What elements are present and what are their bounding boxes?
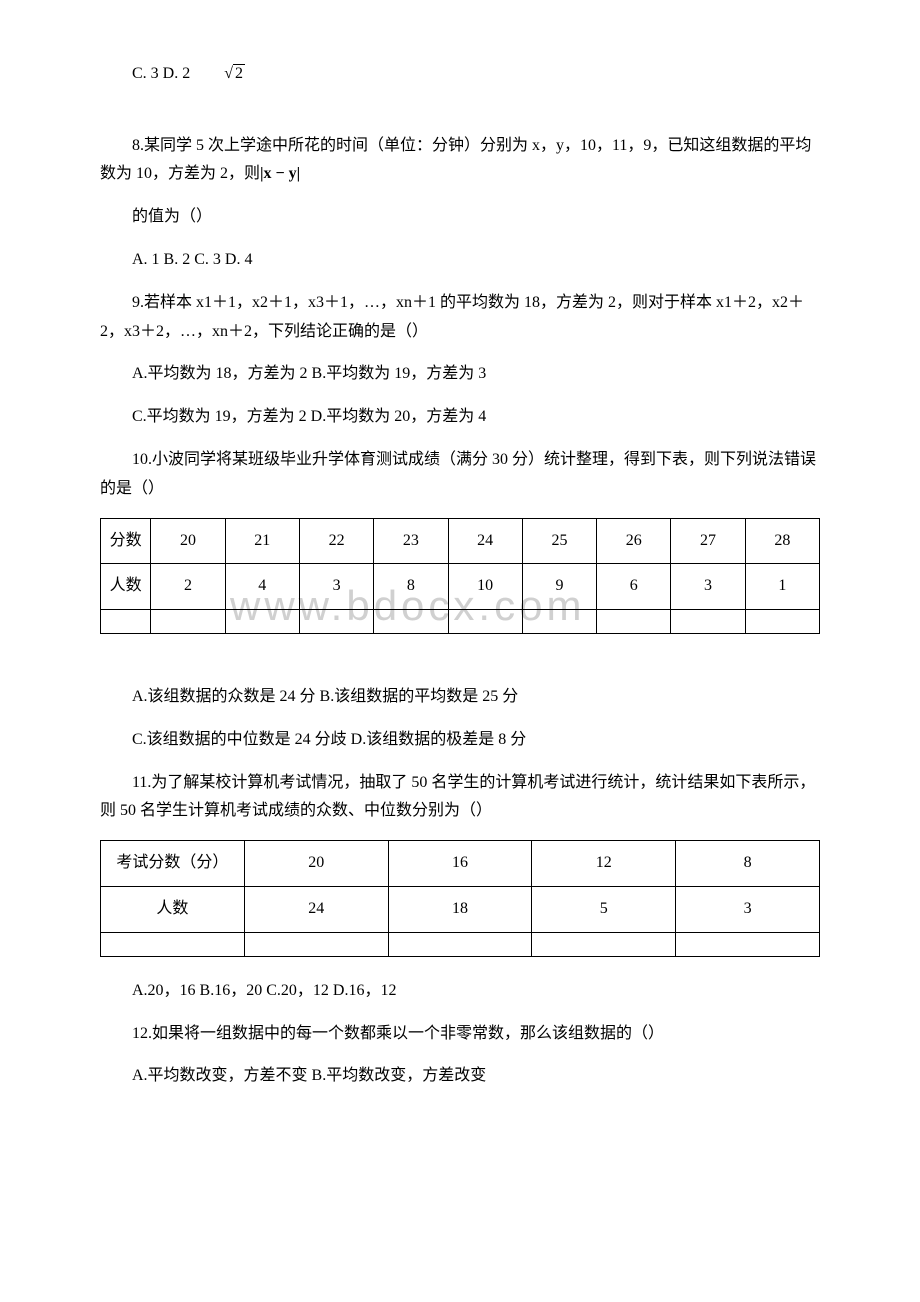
cell: 9 bbox=[522, 564, 596, 610]
q7-options-cd: C. 3 D. 2 2 bbox=[100, 60, 820, 89]
cell: 12 bbox=[532, 841, 676, 887]
cell: 23 bbox=[374, 518, 448, 564]
sqrt-expr: 2 bbox=[190, 60, 245, 89]
q11-text: 11.为了解某校计算机考试情况，抽取了 50 名学生的计算机考试进行统计，统计结… bbox=[100, 769, 820, 827]
q10-text: 10.小波同学将某班级毕业升学体育测试成绩（满分 30 分）统计整理，得到下表，… bbox=[100, 446, 820, 504]
cell: 3 bbox=[676, 886, 820, 932]
cell: 22 bbox=[299, 518, 373, 564]
cell: 20 bbox=[151, 518, 225, 564]
table-row: 考试分数（分） 20 16 12 8 bbox=[101, 841, 820, 887]
cell: 10 bbox=[448, 564, 522, 610]
q12-opt-ab: A.平均数改变，方差不变 B.平均数改变，方差改变 bbox=[100, 1062, 820, 1091]
table-row: 人数 2 4 3 8 10 9 6 3 1 bbox=[101, 564, 820, 610]
cell: 27 bbox=[671, 518, 745, 564]
cell: 16 bbox=[388, 841, 532, 887]
q10-opt-ab: A.该组数据的众数是 24 分 B.该组数据的平均数是 25 分 bbox=[100, 683, 820, 712]
table-row-empty bbox=[101, 610, 820, 634]
table-row: 人数 24 18 5 3 bbox=[101, 886, 820, 932]
cell: 4 bbox=[225, 564, 299, 610]
q10-r2-label: 人数 bbox=[101, 564, 151, 610]
q9-opt-cd: C.平均数为 19，方差为 2 D.平均数为 20，方差为 4 bbox=[100, 403, 820, 432]
q11-options: A.20，16 B.16，20 C.20，12 D.16，12 bbox=[100, 977, 820, 1006]
table-row: 分数 20 21 22 23 24 25 26 27 28 bbox=[101, 518, 820, 564]
q11-r1-label: 考试分数（分） bbox=[101, 841, 245, 887]
q8-line1: 8.某同学 5 次上学途中所花的时间（单位：分钟）分别为 x，y，10，11，9… bbox=[100, 137, 811, 183]
cell: 8 bbox=[374, 564, 448, 610]
cell: 5 bbox=[532, 886, 676, 932]
q9-opt-ab: A.平均数为 18，方差为 2 B.平均数为 19，方差为 3 bbox=[100, 360, 820, 389]
q10-r1-label: 分数 bbox=[101, 518, 151, 564]
cell: 24 bbox=[448, 518, 522, 564]
cell: 8 bbox=[676, 841, 820, 887]
q10-table: 分数 20 21 22 23 24 25 26 27 28 人数 2 4 3 8… bbox=[100, 518, 820, 635]
q10-table-wrapper: www.bdocx.com 分数 20 21 22 23 24 25 26 27… bbox=[100, 518, 820, 635]
cell: 18 bbox=[388, 886, 532, 932]
cell: 1 bbox=[745, 564, 819, 610]
q9-text: 9.若样本 x1＋1，x2＋1，x3＋1，…，xn＋1 的平均数为 18，方差为… bbox=[100, 289, 820, 347]
q8-abs: |x − y| bbox=[260, 165, 300, 182]
q8-options: A. 1 B. 2 C. 3 D. 4 bbox=[100, 246, 820, 275]
cell: 21 bbox=[225, 518, 299, 564]
q8-line2: 的值为（） bbox=[100, 203, 820, 232]
cell: 2 bbox=[151, 564, 225, 610]
cell: 6 bbox=[597, 564, 671, 610]
q10-opt-cd: C.该组数据的中位数是 24 分歧 D.该组数据的极差是 8 分 bbox=[100, 726, 820, 755]
cell: 25 bbox=[522, 518, 596, 564]
q8-text: 8.某同学 5 次上学途中所花的时间（单位：分钟）分别为 x，y，10，11，9… bbox=[100, 132, 820, 190]
table-row-empty bbox=[101, 932, 820, 956]
cell: 26 bbox=[597, 518, 671, 564]
cell: 28 bbox=[745, 518, 819, 564]
document-content: C. 3 D. 2 2 8.某同学 5 次上学途中所花的时间（单位：分钟）分别为 … bbox=[100, 60, 820, 1091]
q11-table: 考试分数（分） 20 16 12 8 人数 24 18 5 3 bbox=[100, 840, 820, 957]
q11-r2-label: 人数 bbox=[101, 886, 245, 932]
cell: 3 bbox=[671, 564, 745, 610]
sqrt-arg: 2 bbox=[233, 64, 245, 82]
q12-text: 12.如果将一组数据中的每一个数都乘以一个非零常数，那么该组数据的（） bbox=[100, 1020, 820, 1049]
cell: 24 bbox=[244, 886, 388, 932]
cell: 3 bbox=[299, 564, 373, 610]
cell: 20 bbox=[244, 841, 388, 887]
q7-cd-text: C. 3 D. 2 bbox=[132, 65, 190, 82]
